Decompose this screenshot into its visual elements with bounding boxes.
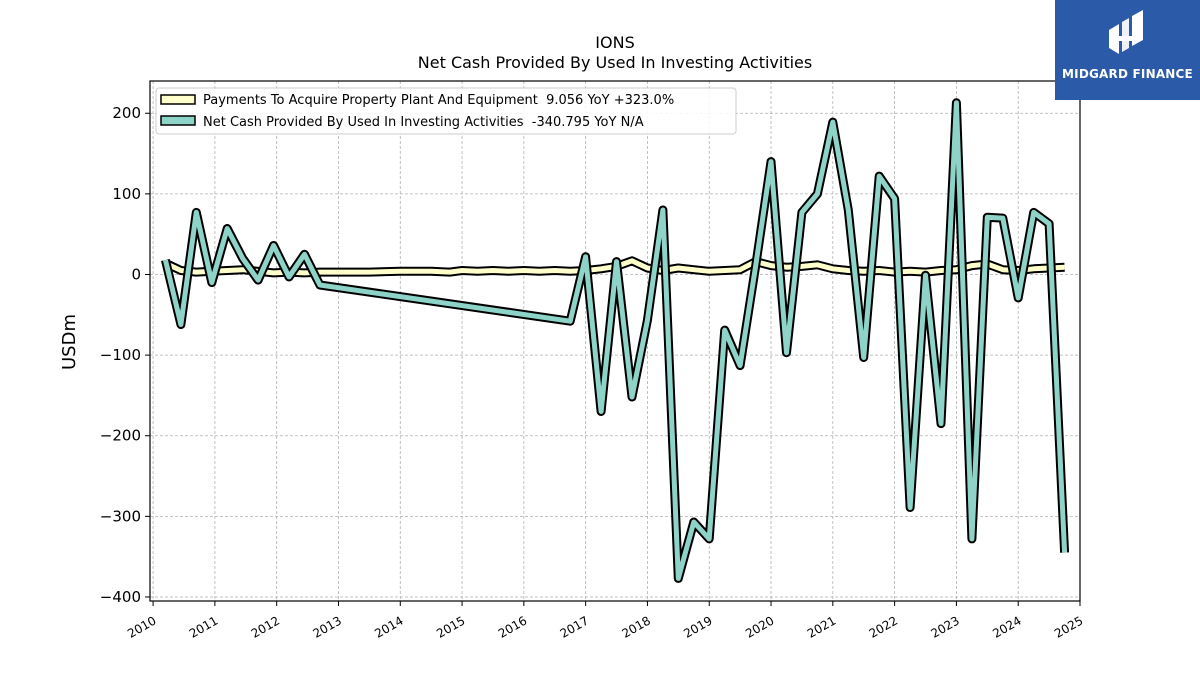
brand-name: MIDGARD FINANCE [1062,67,1193,81]
y-tick-label: −300 [100,507,141,525]
x-tick-label: 2016 [496,613,529,640]
x-tick-label: 2017 [558,613,591,640]
series-1-line [162,100,1068,581]
x-tick-label: 2020 [743,613,776,640]
legend-label-net-investing: Net Cash Provided By Used In Investing A… [203,115,644,130]
x-tick-label: 2011 [187,613,220,640]
legend-swatch-capex [160,94,196,105]
y-tick-label: 0 [131,265,141,283]
x-tick-label: 2024 [990,613,1023,640]
y-tick-label: −200 [100,427,141,445]
chart-subtitle: Net Cash Provided By Used In Investing A… [418,53,812,72]
x-tick-label: 2015 [434,613,467,640]
y-tick-label: 200 [112,104,141,122]
plot-area-frame [149,80,1081,602]
y-tick-label: −100 [100,346,141,364]
x-tick-label: 2010 [125,613,158,640]
x-tick-label: 2012 [249,613,282,640]
x-tick-label: 2018 [619,613,652,640]
y-axis: −400 −300 −200 −100 0 100 200 [100,104,150,606]
legend-box [155,87,737,135]
midgard-logo-icon [1109,10,1143,54]
brand-logo: MIDGARD FINANCE [1055,0,1200,100]
legend-label-capex: Payments To Acquire Property Plant And E… [203,93,674,108]
series-1-outline [161,98,1070,583]
series-layer [161,98,1070,583]
x-tick-label: 2023 [928,613,961,640]
y-tick-label: −400 [100,588,141,606]
x-tick-label: 2022 [867,613,900,640]
x-tick-label: 2021 [805,613,838,640]
legend-swatch-net-investing [160,115,196,126]
x-tick-label: 2025 [1052,613,1085,640]
x-tick-label: 2019 [681,613,714,640]
x-tick-label: 2013 [311,613,344,640]
x-tick-label: 2014 [372,613,405,640]
y-axis-label: USDm [59,314,80,370]
chart-title: IONS [595,33,634,52]
legend: Payments To Acquire Property Plant And E… [155,87,737,135]
y-tick-label: 100 [112,185,141,203]
x-axis: 2010 2011 2012 2013 2014 2015 2016 2017 2018 2019… [125,601,1086,641]
